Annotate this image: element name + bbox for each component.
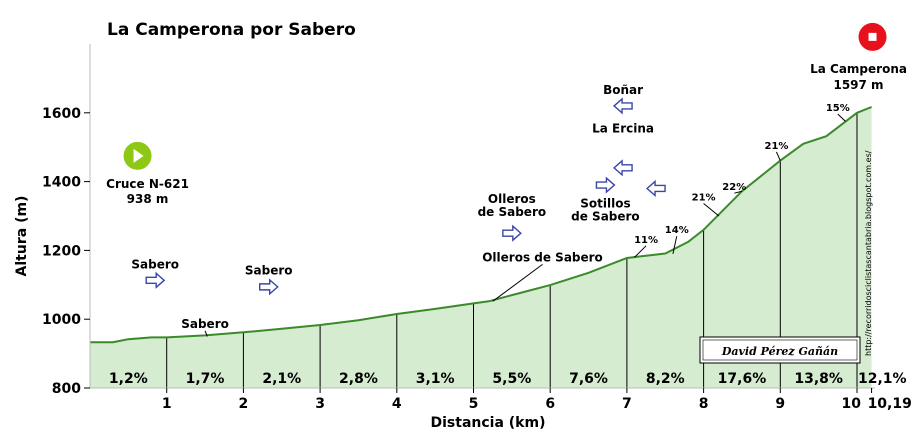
y-tick-label: 800 — [52, 381, 81, 397]
y-axis-label: Altura (m) — [14, 196, 30, 277]
segment-gradient-label: 13,8% — [794, 371, 843, 387]
y-tick-label: 1200 — [42, 243, 81, 259]
annotation-leader — [204, 330, 208, 337]
chart-title: La Camperona por Sabero — [107, 20, 356, 40]
place-label: Sabero — [245, 263, 293, 277]
x-tick-label: 10,19 — [868, 396, 912, 412]
arrow-right-icon — [595, 176, 616, 194]
climb-percent-label: 21% — [764, 141, 788, 152]
start-label: Cruce N-621 — [106, 177, 189, 191]
segment-gradient-label: 2,8% — [339, 371, 378, 387]
start-marker: Cruce N-621 938 m — [106, 141, 189, 206]
climb-percent-label: 15% — [826, 103, 850, 114]
x-tick-label: 5 — [469, 396, 479, 412]
place-label: Sotillos — [580, 196, 630, 210]
segment-gradient-label: 12,1% — [858, 371, 907, 387]
climb-percent-label: 22% — [722, 182, 746, 193]
place-label: Boñar — [603, 83, 643, 97]
place-label: de Sabero — [478, 205, 547, 219]
place-label: Sabero — [131, 257, 179, 271]
profile-area — [90, 107, 872, 388]
annotation-leader — [492, 264, 543, 302]
stop-icon — [868, 32, 877, 41]
arrow-right-icon — [145, 271, 166, 289]
segment-gradient-label: 2,1% — [262, 371, 301, 387]
end-marker: La Camperona 1597 m — [810, 22, 907, 92]
arrow-right-icon — [502, 224, 522, 242]
signature-text: David Pérez Gañán — [721, 345, 838, 358]
place-annotation: Olleros de Sabero — [482, 250, 603, 264]
end-label: La Camperona — [810, 62, 907, 76]
direction-arrows — [145, 97, 666, 296]
x-axis-label: Distancia (km) — [431, 415, 546, 431]
annotation-leader — [672, 236, 678, 254]
annotation-leader — [837, 113, 846, 122]
arrow-left-icon — [613, 159, 633, 177]
annotation-leader — [776, 151, 781, 161]
annotation-leader — [703, 203, 720, 217]
x-tick-label: 4 — [392, 396, 402, 412]
arrow-right-icon — [259, 278, 279, 296]
place-annotation: Sabero — [181, 317, 229, 331]
x-tick-label: 1 — [162, 396, 172, 412]
end-elevation: 1597 m — [833, 78, 883, 92]
x-tick-label: 10 — [842, 396, 862, 412]
arrow-left-icon — [645, 179, 666, 198]
segment-gradient-label: 8,2% — [646, 371, 685, 387]
segment-gradient-label: 17,6% — [718, 371, 767, 387]
signature-box: David Pérez Gañán — [699, 336, 861, 364]
arrow-left-icon — [613, 97, 633, 115]
y-tick-label: 1400 — [42, 175, 81, 191]
blog-url: http://recorridosciclistascantabria.blog… — [864, 150, 873, 356]
segment-gradient-label: 5,5% — [492, 371, 531, 387]
y-tick-label: 1000 — [42, 312, 81, 328]
x-tick-label: 7 — [622, 396, 632, 412]
annotations: Sabero Olleros de Sabero 11% 14% 21% 22% 21% 15… — [181, 103, 850, 337]
place-label: La Ercina — [592, 121, 654, 135]
place-label: de Sabero — [571, 209, 640, 223]
profile-line — [90, 106, 872, 344]
x-tick-label: 8 — [699, 396, 709, 412]
x-tick-label: 3 — [315, 396, 325, 412]
x-tick-label: 6 — [545, 396, 555, 412]
segment-gradient-label: 1,2% — [109, 371, 148, 387]
x-tick-label: 9 — [775, 396, 785, 412]
x-axis: 1 2 3 4 5 6 7 8 9 10 10,19 — [162, 388, 912, 412]
segment-gradient-label: 7,6% — [569, 371, 608, 387]
annotation-leader — [734, 190, 743, 194]
place-label: Olleros — [488, 192, 536, 206]
y-tick-label: 1600 — [42, 106, 81, 122]
x-tick-label: 2 — [239, 396, 249, 412]
play-icon — [133, 148, 144, 163]
gradient-segments: 1,2% 1,7% 2,1% 2,8% 3,1% 5,5% 7,6% 8,2% 17,6% 13,… — [109, 371, 907, 387]
segment-gradient-label: 3,1% — [416, 371, 455, 387]
annotation-leader — [634, 245, 647, 258]
climb-percent-label: 14% — [665, 225, 689, 236]
segment-gradient-label: 1,7% — [186, 371, 225, 387]
climb-percent-label: 11% — [634, 235, 658, 246]
climb-percent-label: 21% — [692, 193, 716, 204]
start-elevation: 938 m — [127, 192, 169, 206]
y-axis: 800 1000 1200 1400 1600 — [42, 106, 90, 397]
